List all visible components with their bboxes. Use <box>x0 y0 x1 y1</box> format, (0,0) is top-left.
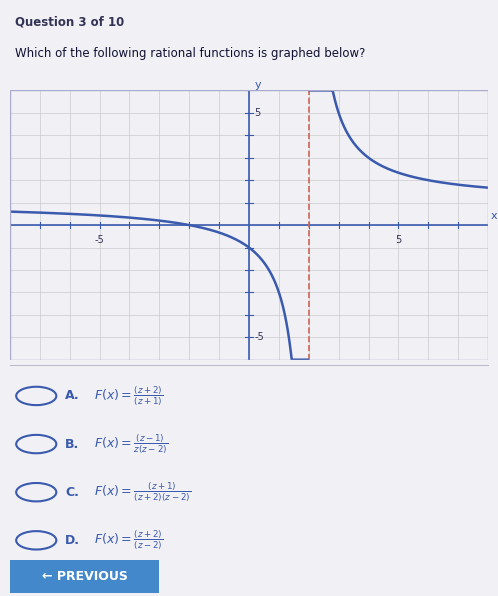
Text: -5: -5 <box>95 235 105 245</box>
Text: $F(x) = \frac{(z+2)}{(z-2)}$: $F(x) = \frac{(z+2)}{(z-2)}$ <box>94 529 163 552</box>
Text: B.: B. <box>65 437 79 451</box>
FancyBboxPatch shape <box>0 558 171 595</box>
Text: y: y <box>255 80 261 90</box>
Text: Question 3 of 10: Question 3 of 10 <box>15 15 124 29</box>
Text: $F(x) = \frac{(z-1)}{z(z-2)}$: $F(x) = \frac{(z-1)}{z(z-2)}$ <box>94 432 168 456</box>
Text: 5: 5 <box>254 108 260 118</box>
Text: D.: D. <box>65 534 80 547</box>
Text: -5: -5 <box>254 332 264 342</box>
Text: $F(x) = \frac{(z+2)}{(z+1)}$: $F(x) = \frac{(z+2)}{(z+1)}$ <box>94 384 163 408</box>
Text: Which of the following rational functions is graphed below?: Which of the following rational function… <box>15 47 365 60</box>
Text: x: x <box>491 212 498 222</box>
Text: ← PREVIOUS: ← PREVIOUS <box>42 570 127 583</box>
Text: 5: 5 <box>395 235 401 245</box>
Text: A.: A. <box>65 389 80 402</box>
Text: C.: C. <box>65 486 79 499</box>
Text: $F(x) = \frac{(z+1)}{(z+2)(z-2)}$: $F(x) = \frac{(z+1)}{(z+2)(z-2)}$ <box>94 480 191 504</box>
